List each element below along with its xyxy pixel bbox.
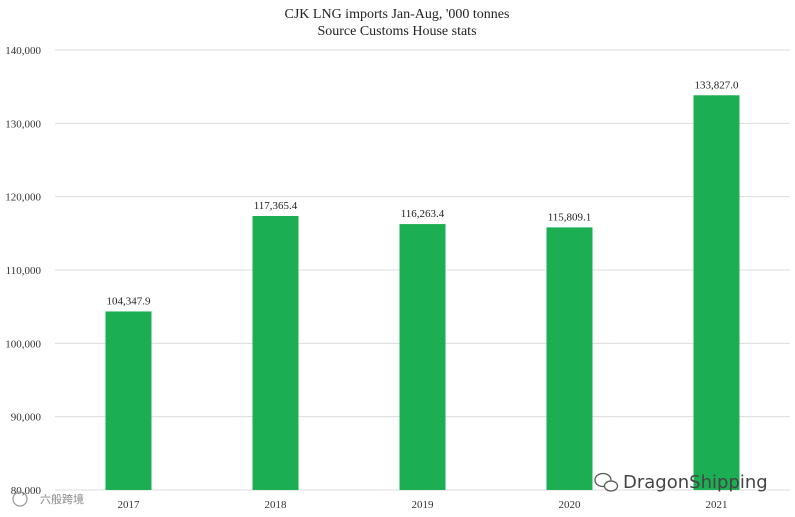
x-tick-label-2021: 2021: [706, 499, 728, 511]
bar-2019: [399, 224, 446, 490]
chart-subtitle: Source Customs House stats: [317, 24, 476, 39]
watermark-right: DragonShipping: [594, 472, 768, 493]
watermark-left: 六般跨境: [12, 491, 84, 507]
bar-2017: [105, 311, 152, 490]
data-label-2020: 115,809.1: [548, 211, 592, 223]
bar-2018: [252, 215, 299, 490]
y-tick-label: 120,000: [5, 192, 41, 204]
watermark-cn-text: 六般跨境: [40, 492, 84, 506]
data-labels: 104,347.9 117,365.4 116,263.4 115,809.1 133,…: [107, 79, 740, 307]
y-tick-label: 90,000: [11, 412, 42, 424]
bar-2020: [546, 227, 593, 490]
y-tick-label: 100,000: [5, 338, 41, 350]
x-tick-label-2019: 2019: [412, 499, 435, 511]
x-axis-ticks: 2017 2018 2019 2020 2021: [118, 499, 728, 511]
y-tick-label: 110,000: [6, 265, 42, 277]
data-label-2021: 133,827.0: [695, 79, 740, 91]
watermark-logo-icon: [12, 491, 28, 507]
chart-title: CJK LNG imports Jan-Aug, '000 tonnes: [285, 7, 510, 22]
y-tick-label: 140,000: [5, 45, 41, 57]
bar-2021: [693, 95, 740, 490]
x-tick-label-2020: 2020: [559, 499, 582, 511]
data-label-2018: 117,365.4: [254, 200, 298, 212]
watermark-brand: DragonShipping: [623, 472, 768, 493]
bars: [105, 95, 740, 490]
wechat-icon: [594, 472, 619, 492]
y-axis-ticks: 80,000 90,000 100,000 110,000 120,000 130,000…: [5, 45, 41, 497]
x-tick-label-2017: 2017: [118, 499, 141, 511]
y-tick-label: 130,000: [5, 118, 41, 130]
data-label-2017: 104,347.9: [107, 295, 152, 307]
x-tick-label-2018: 2018: [265, 499, 288, 511]
y-tick-label: 80,000: [11, 485, 42, 497]
data-label-2019: 116,263.4: [401, 208, 445, 220]
